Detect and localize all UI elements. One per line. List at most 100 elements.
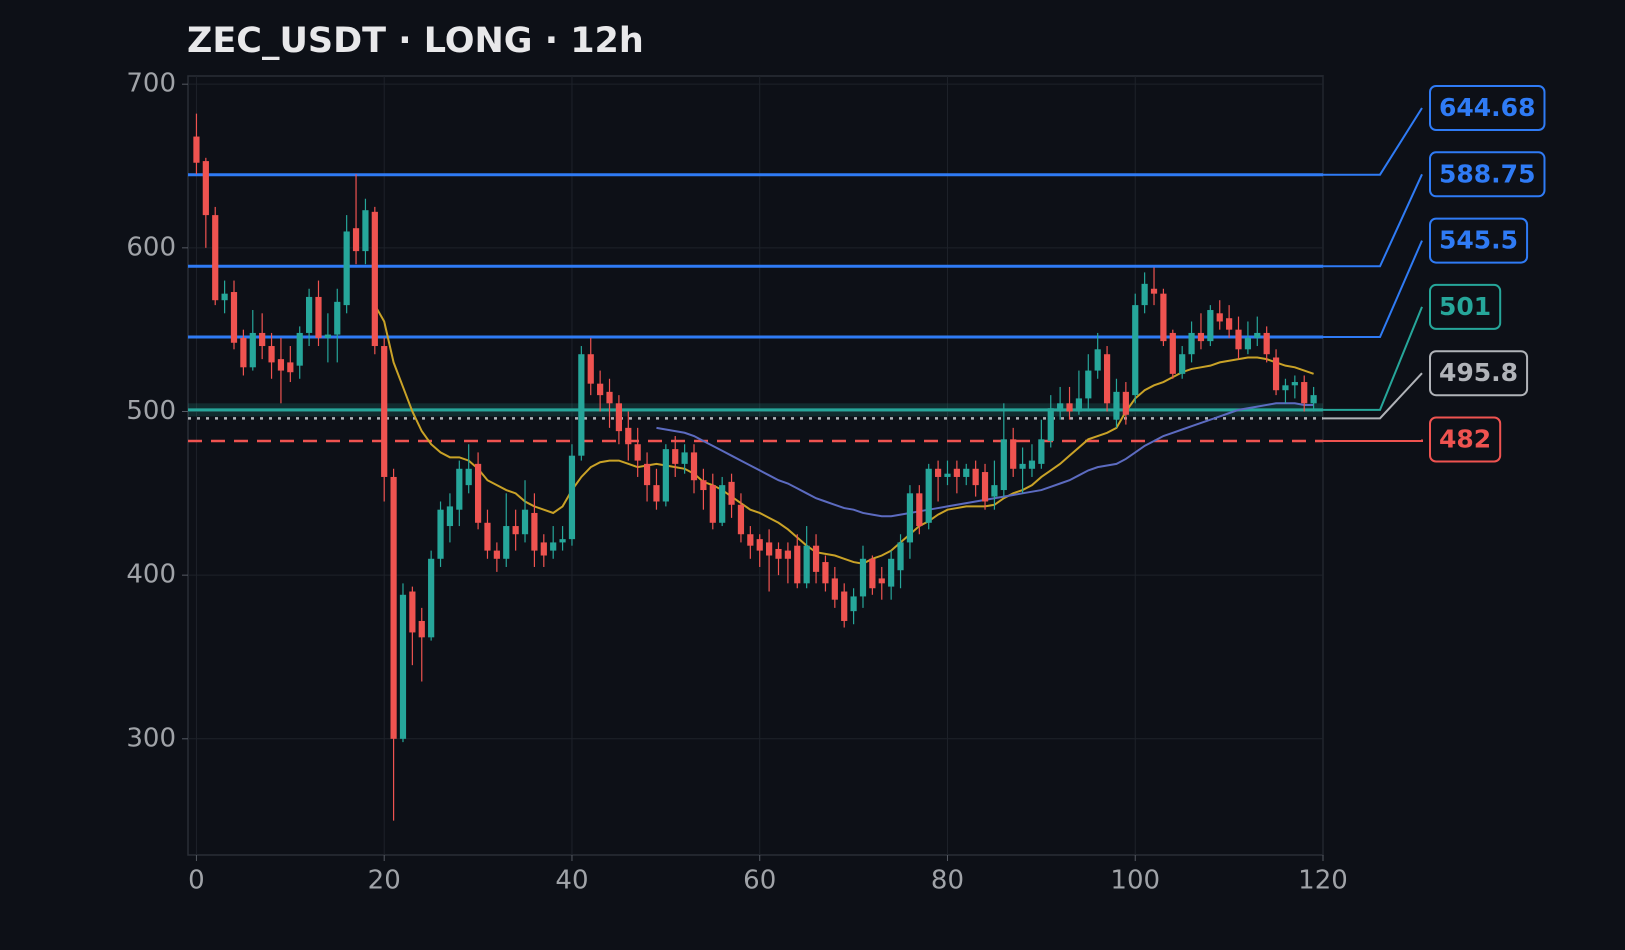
candle-body	[897, 542, 904, 571]
candle-body	[249, 332, 256, 368]
candle-body	[428, 558, 435, 638]
candle-body	[1188, 332, 1195, 355]
candle-body	[963, 468, 970, 477]
candle-body	[1169, 332, 1176, 374]
candle-body	[1010, 439, 1017, 469]
candle-body	[465, 468, 472, 486]
candle-body	[1085, 370, 1092, 399]
candle-body	[794, 545, 801, 584]
candle-body	[484, 522, 491, 551]
candle-body	[1028, 460, 1036, 469]
candle-body	[981, 472, 989, 502]
candle-body	[728, 481, 735, 505]
candle-body	[474, 463, 482, 523]
candle-body	[869, 558, 876, 589]
chart-title: ZEC_USDT · LONG · 12h	[187, 21, 644, 61]
level-tag-label: 588.75	[1439, 159, 1535, 188]
candle-body	[1113, 391, 1120, 420]
candle-body	[1000, 439, 1007, 491]
x-tick-label: 20	[368, 866, 401, 896]
candle-body	[409, 591, 416, 633]
candle-body	[390, 476, 397, 739]
candle-body	[888, 558, 895, 587]
candle-body	[418, 620, 425, 638]
candle-body	[1150, 288, 1158, 294]
candle-body	[399, 594, 407, 739]
candle-body	[230, 292, 238, 343]
candle-body	[775, 548, 782, 559]
level-tag-label: 644.68	[1439, 93, 1535, 122]
level-connector	[1323, 240, 1423, 339]
y-tick-label: 700	[126, 69, 176, 99]
candle-body	[512, 526, 519, 535]
candle-body	[1254, 332, 1261, 338]
candle-body	[803, 545, 810, 584]
candle-body	[456, 468, 463, 510]
x-tick-label: 120	[1298, 866, 1348, 896]
candle-body	[212, 215, 219, 301]
candle-body	[690, 452, 698, 481]
candle-body	[437, 509, 444, 559]
candle-body	[521, 509, 529, 535]
level-connector	[1323, 439, 1423, 442]
candle-body	[371, 211, 378, 347]
candle-body	[1301, 382, 1308, 404]
level-tag	[1429, 416, 1502, 463]
candle-body	[756, 539, 763, 551]
candle-body	[634, 444, 641, 461]
candle-body	[1207, 310, 1214, 342]
candle-body	[850, 596, 857, 612]
candle-body	[822, 562, 829, 584]
candle-body	[381, 346, 388, 477]
candle-body	[841, 591, 848, 621]
candle-body	[1075, 398, 1083, 412]
y-tick-label: 300	[126, 723, 176, 753]
candle-body	[916, 493, 923, 527]
candle-body	[1057, 403, 1064, 412]
candle-body	[193, 136, 200, 163]
candle-body	[925, 468, 932, 523]
candle-body	[1141, 283, 1148, 306]
candle-body	[531, 512, 538, 551]
candle-body	[277, 359, 285, 371]
candle-body	[991, 485, 998, 497]
candle-body	[784, 550, 791, 559]
y-tick-label: 600	[126, 232, 176, 262]
candle-body	[268, 346, 275, 363]
candle-body	[859, 558, 867, 597]
level-tag	[1429, 283, 1502, 330]
candle-body	[944, 473, 951, 477]
candle-body	[202, 161, 209, 216]
candle-body	[1282, 385, 1289, 391]
candle-body	[625, 427, 632, 445]
level-connector	[1323, 306, 1423, 411]
candle-body	[878, 578, 885, 584]
candle-body	[972, 468, 979, 486]
level-tag-label: 545.5	[1439, 226, 1518, 255]
candle-body	[766, 542, 773, 556]
candle-body	[1179, 354, 1186, 374]
x-tick-label: 80	[931, 866, 964, 896]
candle-body	[1226, 318, 1233, 330]
candle-body	[672, 449, 679, 464]
candle-body	[597, 383, 604, 396]
candle-body	[643, 463, 651, 486]
level-tag	[1429, 217, 1529, 264]
candle-body	[1291, 382, 1298, 386]
level-tag-label: 501	[1439, 292, 1491, 321]
candle-body	[221, 293, 228, 301]
level-tag	[1429, 350, 1529, 397]
candle-body	[747, 534, 754, 546]
candle-body	[446, 506, 454, 527]
candle-body	[493, 550, 500, 559]
candle-body	[1263, 332, 1270, 355]
candle-body	[1160, 293, 1167, 342]
candle-body	[259, 332, 266, 347]
candle-body	[334, 301, 341, 335]
candle-body	[1272, 357, 1280, 391]
candle-body	[953, 468, 960, 477]
level-connector	[1323, 372, 1423, 420]
candle-body	[1132, 305, 1139, 396]
